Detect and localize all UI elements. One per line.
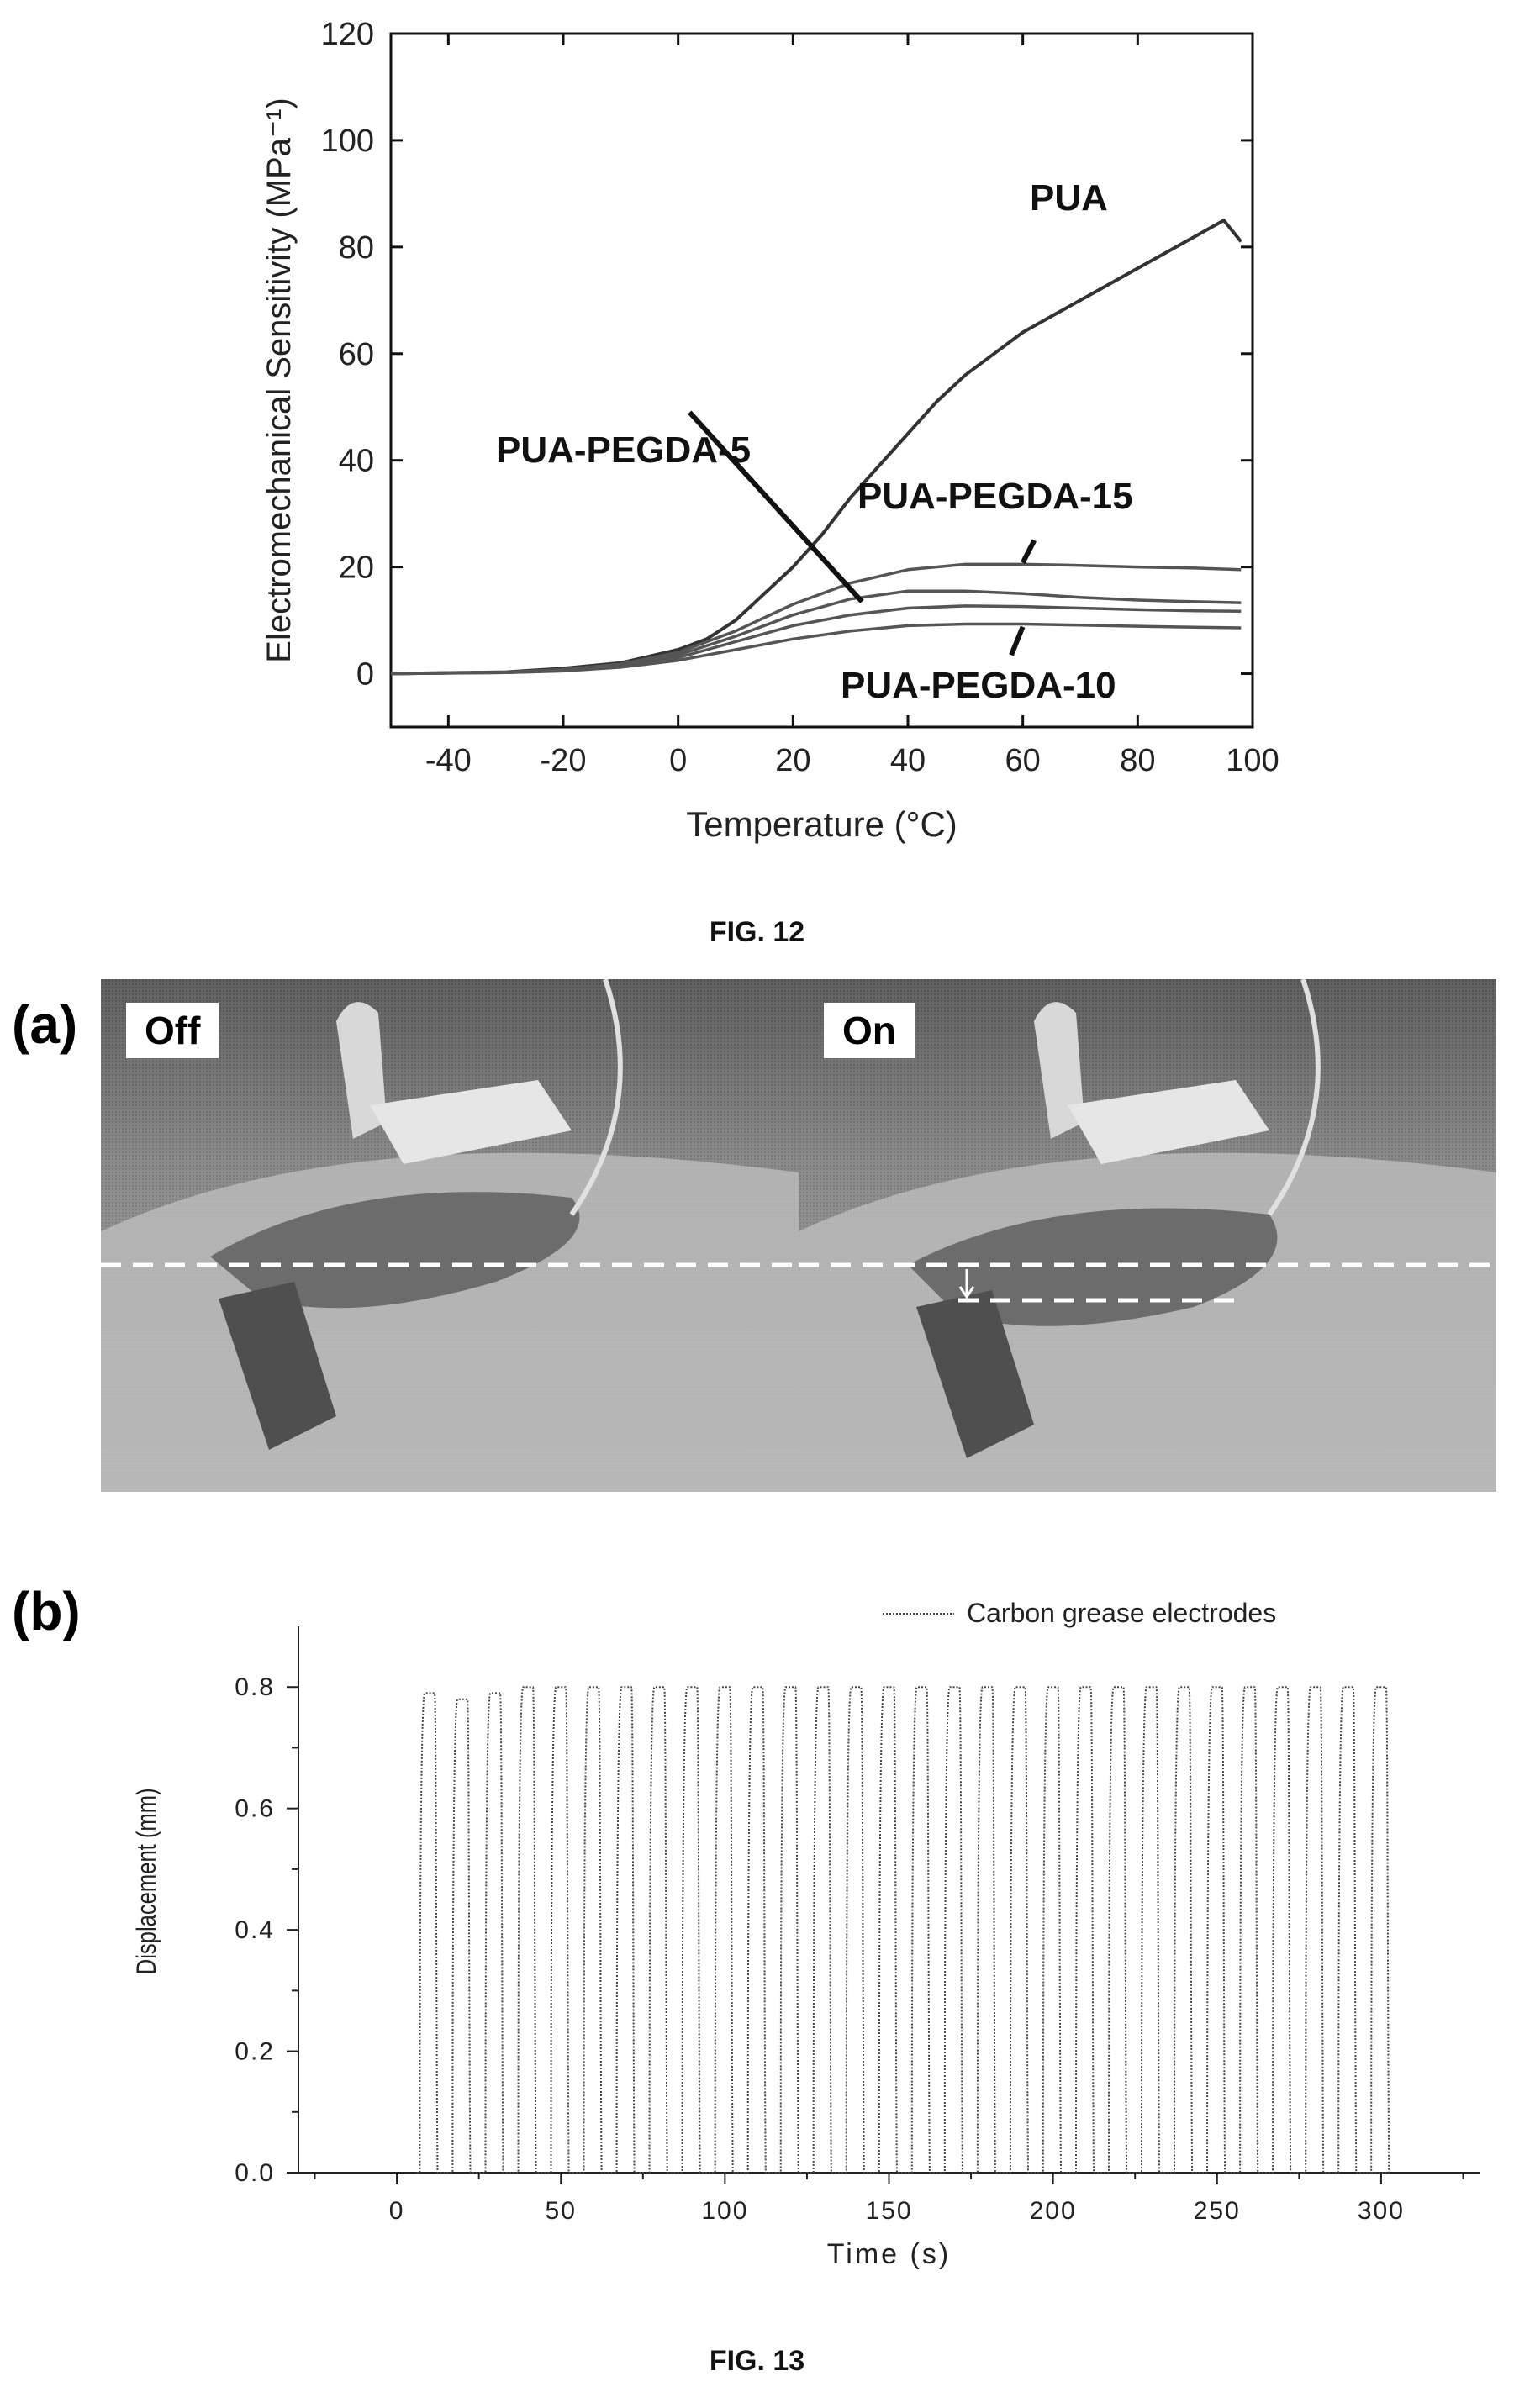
fig12-x-tick-label: -40: [425, 743, 472, 778]
fig13b-x-tick-label: 50: [546, 2197, 577, 2225]
fig13b-x-tick-label: 250: [1194, 2197, 1241, 2225]
fig12-y-tick-label: 0: [356, 657, 374, 693]
fig12-y-tick-label: 20: [339, 551, 374, 586]
fig12-series-line-unlabeled: [390, 622, 1242, 676]
fig12-axes: -40 -20 0 20 40 60 80 100 0 20 40 60 80 100 120 Tempera…: [261, 17, 1279, 844]
fig13b-y-tick-label: 0.0: [235, 2159, 275, 2187]
fig13b-y-tick-label: 0.6: [235, 1795, 275, 1823]
on-tag: On: [824, 1003, 915, 1058]
fig13b-legend: Carbon grease electrodes: [883, 1598, 1276, 1628]
fig13b-axes: 0 50 100 150 200 250 300 0.0 0.2 0.4 0.6 0.8 Time (s…: [132, 1626, 1480, 2270]
fig13b-series-line-carbon-grease: [416, 1686, 1390, 2174]
fig13b-y-axis-label: Displacement (mm): [132, 1788, 161, 1974]
fig13b-x-tick-label: 100: [701, 2197, 748, 2225]
fig13b-y-tick-label: 0.2: [235, 2038, 275, 2066]
fig12-x-tick-label: 20: [775, 743, 810, 778]
panel-b-label: (b): [12, 1581, 81, 1641]
fig12-series-label: PUA-PEGDA-15: [857, 476, 1133, 517]
fig12-series-line-pua-pegda-5: [390, 589, 1242, 676]
fig12-series-line-pua-pegda-15: [390, 562, 1242, 676]
fig13b-y-tick-label: 0.8: [235, 1673, 275, 1701]
fig13b-x-tick-label: 200: [1030, 2197, 1077, 2225]
fig13b-series-group: [416, 1686, 1390, 2174]
fig12-chart: -40 -20 0 20 40 60 80 100 0 20 40 60 80 100 120 Tempera…: [261, 17, 1279, 844]
photo-on-state: On: [799, 979, 1496, 1492]
fig12-series-line-pua-pegda-10: [390, 604, 1242, 676]
fig12-series-label: PUA-PEGDA-10: [841, 665, 1116, 706]
fig12-plot-frame: [389, 32, 1254, 729]
fig13b-x-tick-label: 300: [1358, 2197, 1405, 2225]
fig12-x-tick-label: 60: [1005, 743, 1041, 778]
actuator-photo-pair: Off On: [101, 979, 1496, 1492]
fig12-series-group: [390, 219, 1242, 676]
fig12-label-leader: [688, 410, 864, 603]
fig12-y-tick-label: 80: [339, 230, 374, 266]
fig12-label-leader: [1009, 625, 1026, 656]
fig12-x-tick-label: -20: [541, 743, 587, 778]
panel-a-label: (a): [12, 994, 78, 1055]
fig12-series-label: PUA: [1030, 177, 1108, 219]
fig13b-x-axis-label: Time (s): [827, 2238, 951, 2270]
fig12-caption: FIG. 12: [709, 916, 805, 948]
fig13b-x-tick-label: 0: [389, 2197, 405, 2225]
fig13b-chart: 0 50 100 150 200 250 300 0.0 0.2 0.4 0.6 0.8 Time (s…: [132, 1598, 1480, 2270]
fig12-y-tick-label: 60: [339, 337, 374, 372]
photo-on-image: [799, 979, 1496, 1492]
fig12-y-axis-label: Electromechanical Sensitivity (MPa⁻¹): [261, 97, 298, 662]
fig12-label-leader: [1020, 539, 1037, 564]
fig12-x-tick-label: 80: [1120, 743, 1155, 778]
fig12-x-tick-label: 0: [669, 743, 687, 778]
off-tag: Off: [126, 1003, 219, 1058]
photo-off-state: Off: [101, 979, 799, 1492]
fig12-y-tick-label: 120: [321, 17, 374, 52]
fig13b-y-tick-label: 0.4: [235, 1916, 275, 1944]
fig12-x-axis-label: Temperature (°C): [686, 804, 957, 844]
fig12-x-tick-label: 100: [1226, 743, 1279, 778]
fig13b-legend-label: Carbon grease electrodes: [967, 1598, 1276, 1628]
fig13b-x-tick-label: 150: [865, 2197, 912, 2225]
fig12-series-line-pua: [390, 219, 1242, 676]
photo-off-image: [101, 979, 799, 1492]
fig12-y-tick-label: 100: [321, 124, 374, 159]
fig13-caption: FIG. 13: [709, 2345, 805, 2377]
fig12-x-tick-label: 40: [890, 743, 926, 778]
fig12-y-tick-label: 40: [339, 444, 374, 479]
